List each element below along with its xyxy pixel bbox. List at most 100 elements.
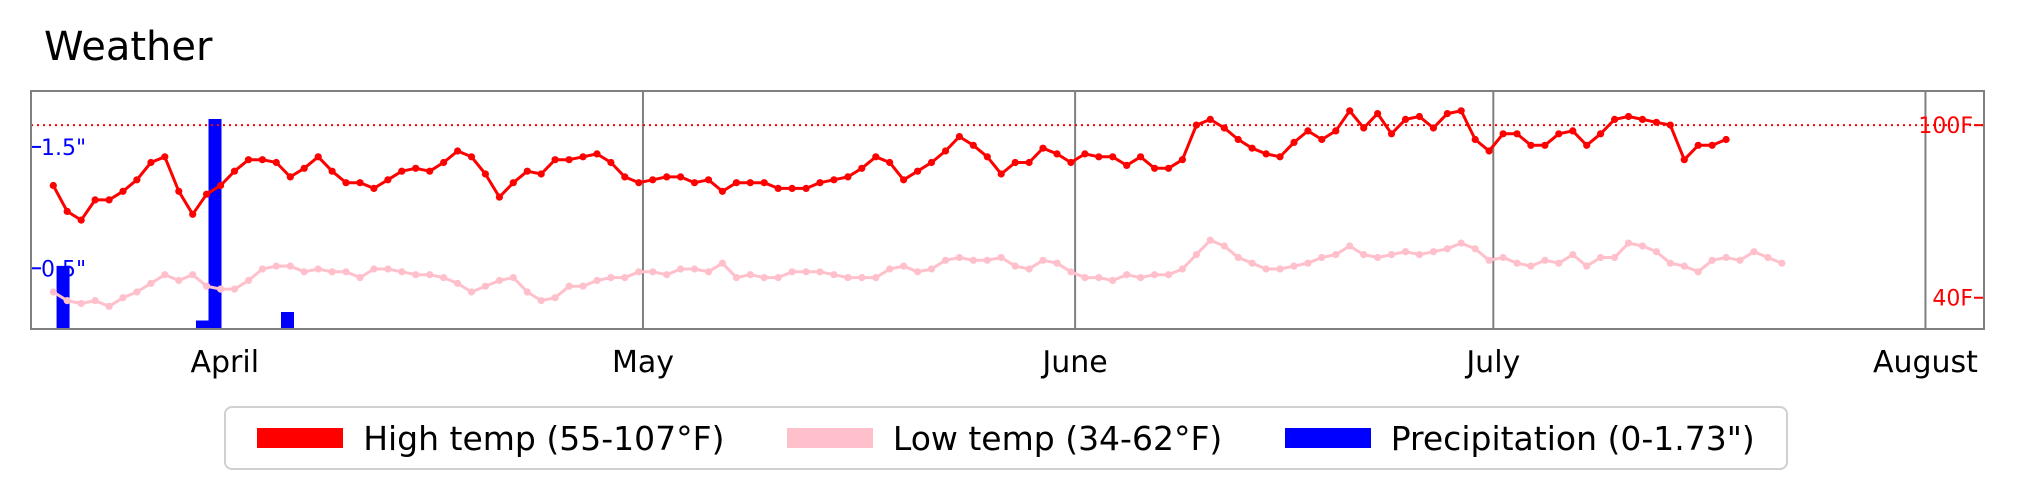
high-point-75 [1095,153,1103,161]
high-point-1 [63,207,71,215]
low-point-95 [1374,253,1382,262]
high-point-44 [663,173,671,181]
high-point-19 [314,153,322,161]
high-point-23 [370,184,378,192]
high-point-91 [1318,135,1326,144]
axis-ticks: 100F 40F 1.5" 0.5" [31,114,1984,312]
high-point-117 [1680,156,1688,164]
low-point-80 [1164,271,1173,279]
low-point-113 [1624,239,1633,247]
high-point-60 [886,158,894,167]
legend-label-low: Low temp (34-62°F) [892,418,1223,458]
low-point-24 [384,265,392,273]
low-point-85 [1234,253,1242,262]
high-point-114 [1638,115,1647,123]
chart-title: Weather [44,24,213,70]
low-point-84 [1220,242,1228,250]
high-point-45 [677,173,685,181]
high-point-68 [997,170,1005,178]
high-point-22 [356,179,364,187]
high-point-16 [272,158,280,167]
high-point-113 [1624,112,1633,121]
high-point-115 [1652,118,1660,126]
high-point-65 [955,133,964,141]
high-point-38 [579,153,587,161]
high-point-64 [941,147,950,155]
temp-tick-label-0: 100F [1918,114,1973,139]
low-point-106 [1527,262,1535,270]
low-point-25 [398,268,406,276]
high-point-72 [1053,150,1061,158]
low-point-53 [788,268,796,276]
low-point-117 [1680,262,1688,270]
high-point-55 [816,179,824,187]
low-point-38 [579,282,587,290]
high-point-119 [1708,141,1716,149]
legend-label-high: High temp (55-107°F) [363,418,725,458]
low-point-79 [1151,271,1159,279]
high-point-37 [565,156,573,164]
low-point-121 [1736,256,1744,264]
high-point-102 [1471,135,1479,144]
low-point-23 [370,265,378,273]
high-point-9 [175,187,183,195]
month-label-july: July [1464,345,1520,380]
low-point-73 [1067,268,1075,276]
month-label-june: June [1040,345,1107,380]
low-point-56 [830,271,838,279]
high-point-18 [300,164,308,172]
high-point-100 [1443,110,1451,118]
high-point-93 [1346,107,1354,115]
low-point-98 [1415,251,1423,259]
high-point-76 [1109,153,1117,161]
high-point-108 [1555,130,1563,138]
high-point-90 [1304,127,1312,135]
high-point-88 [1276,153,1284,161]
low-point-91 [1318,253,1326,262]
high-point-66 [969,141,977,149]
high-point-33 [509,179,517,187]
temp-tick-label-1: 40F [1932,287,1973,312]
high-point-34 [523,167,531,175]
high-point-92 [1332,127,1340,135]
high-point-7 [147,158,155,167]
high-point-8 [161,153,169,161]
precip-bar-1 [195,320,209,329]
low-point-107 [1541,256,1549,264]
low-point-36 [551,294,559,302]
high-point-103 [1485,147,1493,155]
low-point-112 [1611,253,1619,262]
high-point-71 [1039,144,1047,152]
low-point-54 [802,268,810,276]
high-point-53 [788,184,796,192]
low-point-75 [1095,274,1103,282]
low-point-81 [1178,265,1186,273]
high-point-63 [927,158,936,167]
high-point-61 [900,176,908,184]
high-point-112 [1611,115,1619,123]
high-point-94 [1360,124,1368,132]
low-point-111 [1597,253,1605,262]
high-point-21 [342,179,350,187]
high-point-97 [1401,115,1410,123]
high-point-54 [802,184,810,192]
high-point-80 [1164,164,1173,172]
high-point-46 [690,179,699,187]
low-point-60 [886,265,894,273]
low-point-119 [1708,256,1716,264]
low-point-99 [1429,248,1437,256]
low-point-114 [1638,242,1647,250]
high-point-81 [1178,156,1186,164]
high-point-77 [1123,161,1131,169]
low-point-21 [342,268,350,276]
low-point-120 [1722,253,1730,262]
high-point-67 [983,153,991,161]
legend-label-precip: Precipitation (0-1.73") [1390,418,1755,458]
high-point-83 [1206,115,1214,123]
low-point-116 [1666,259,1674,267]
low-point-88 [1276,265,1284,273]
high-point-95 [1374,110,1382,118]
high-point-47 [704,176,713,184]
low-point-70 [1025,265,1033,273]
